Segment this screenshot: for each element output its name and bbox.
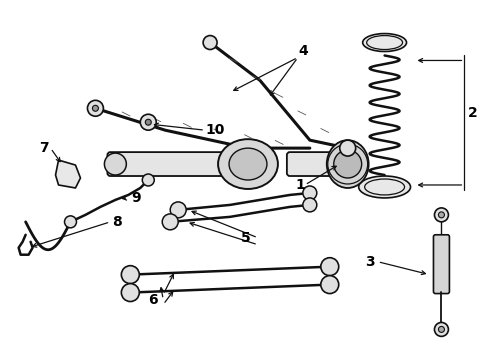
Circle shape bbox=[303, 186, 317, 200]
Circle shape bbox=[340, 140, 356, 156]
Circle shape bbox=[170, 202, 186, 218]
Circle shape bbox=[145, 119, 151, 125]
Circle shape bbox=[203, 36, 217, 50]
Text: 3: 3 bbox=[365, 255, 374, 269]
Text: 6: 6 bbox=[148, 293, 158, 306]
Circle shape bbox=[162, 214, 178, 230]
Ellipse shape bbox=[229, 148, 267, 180]
Circle shape bbox=[321, 258, 339, 276]
Circle shape bbox=[122, 284, 139, 302]
Text: 5: 5 bbox=[241, 231, 251, 245]
FancyBboxPatch shape bbox=[287, 152, 348, 176]
Text: 2: 2 bbox=[467, 106, 477, 120]
Text: 1: 1 bbox=[295, 178, 305, 192]
Circle shape bbox=[303, 198, 317, 212]
Ellipse shape bbox=[359, 176, 411, 198]
Text: 9: 9 bbox=[131, 191, 141, 205]
Circle shape bbox=[122, 266, 139, 284]
FancyBboxPatch shape bbox=[107, 152, 233, 176]
Circle shape bbox=[65, 216, 76, 228]
Circle shape bbox=[140, 114, 156, 130]
Text: 8: 8 bbox=[113, 215, 122, 229]
FancyBboxPatch shape bbox=[434, 235, 449, 293]
Circle shape bbox=[334, 150, 362, 178]
Circle shape bbox=[142, 174, 154, 186]
Text: 7: 7 bbox=[39, 141, 49, 155]
Ellipse shape bbox=[363, 33, 407, 51]
Circle shape bbox=[435, 208, 448, 222]
Circle shape bbox=[321, 276, 339, 293]
Polygon shape bbox=[55, 160, 80, 188]
Ellipse shape bbox=[218, 139, 278, 189]
Ellipse shape bbox=[327, 140, 368, 188]
Circle shape bbox=[87, 100, 103, 116]
Circle shape bbox=[435, 323, 448, 336]
Circle shape bbox=[93, 105, 98, 111]
Text: 10: 10 bbox=[205, 123, 225, 137]
Text: 4: 4 bbox=[298, 44, 308, 58]
Ellipse shape bbox=[104, 153, 126, 175]
Circle shape bbox=[439, 212, 444, 218]
Circle shape bbox=[439, 327, 444, 332]
